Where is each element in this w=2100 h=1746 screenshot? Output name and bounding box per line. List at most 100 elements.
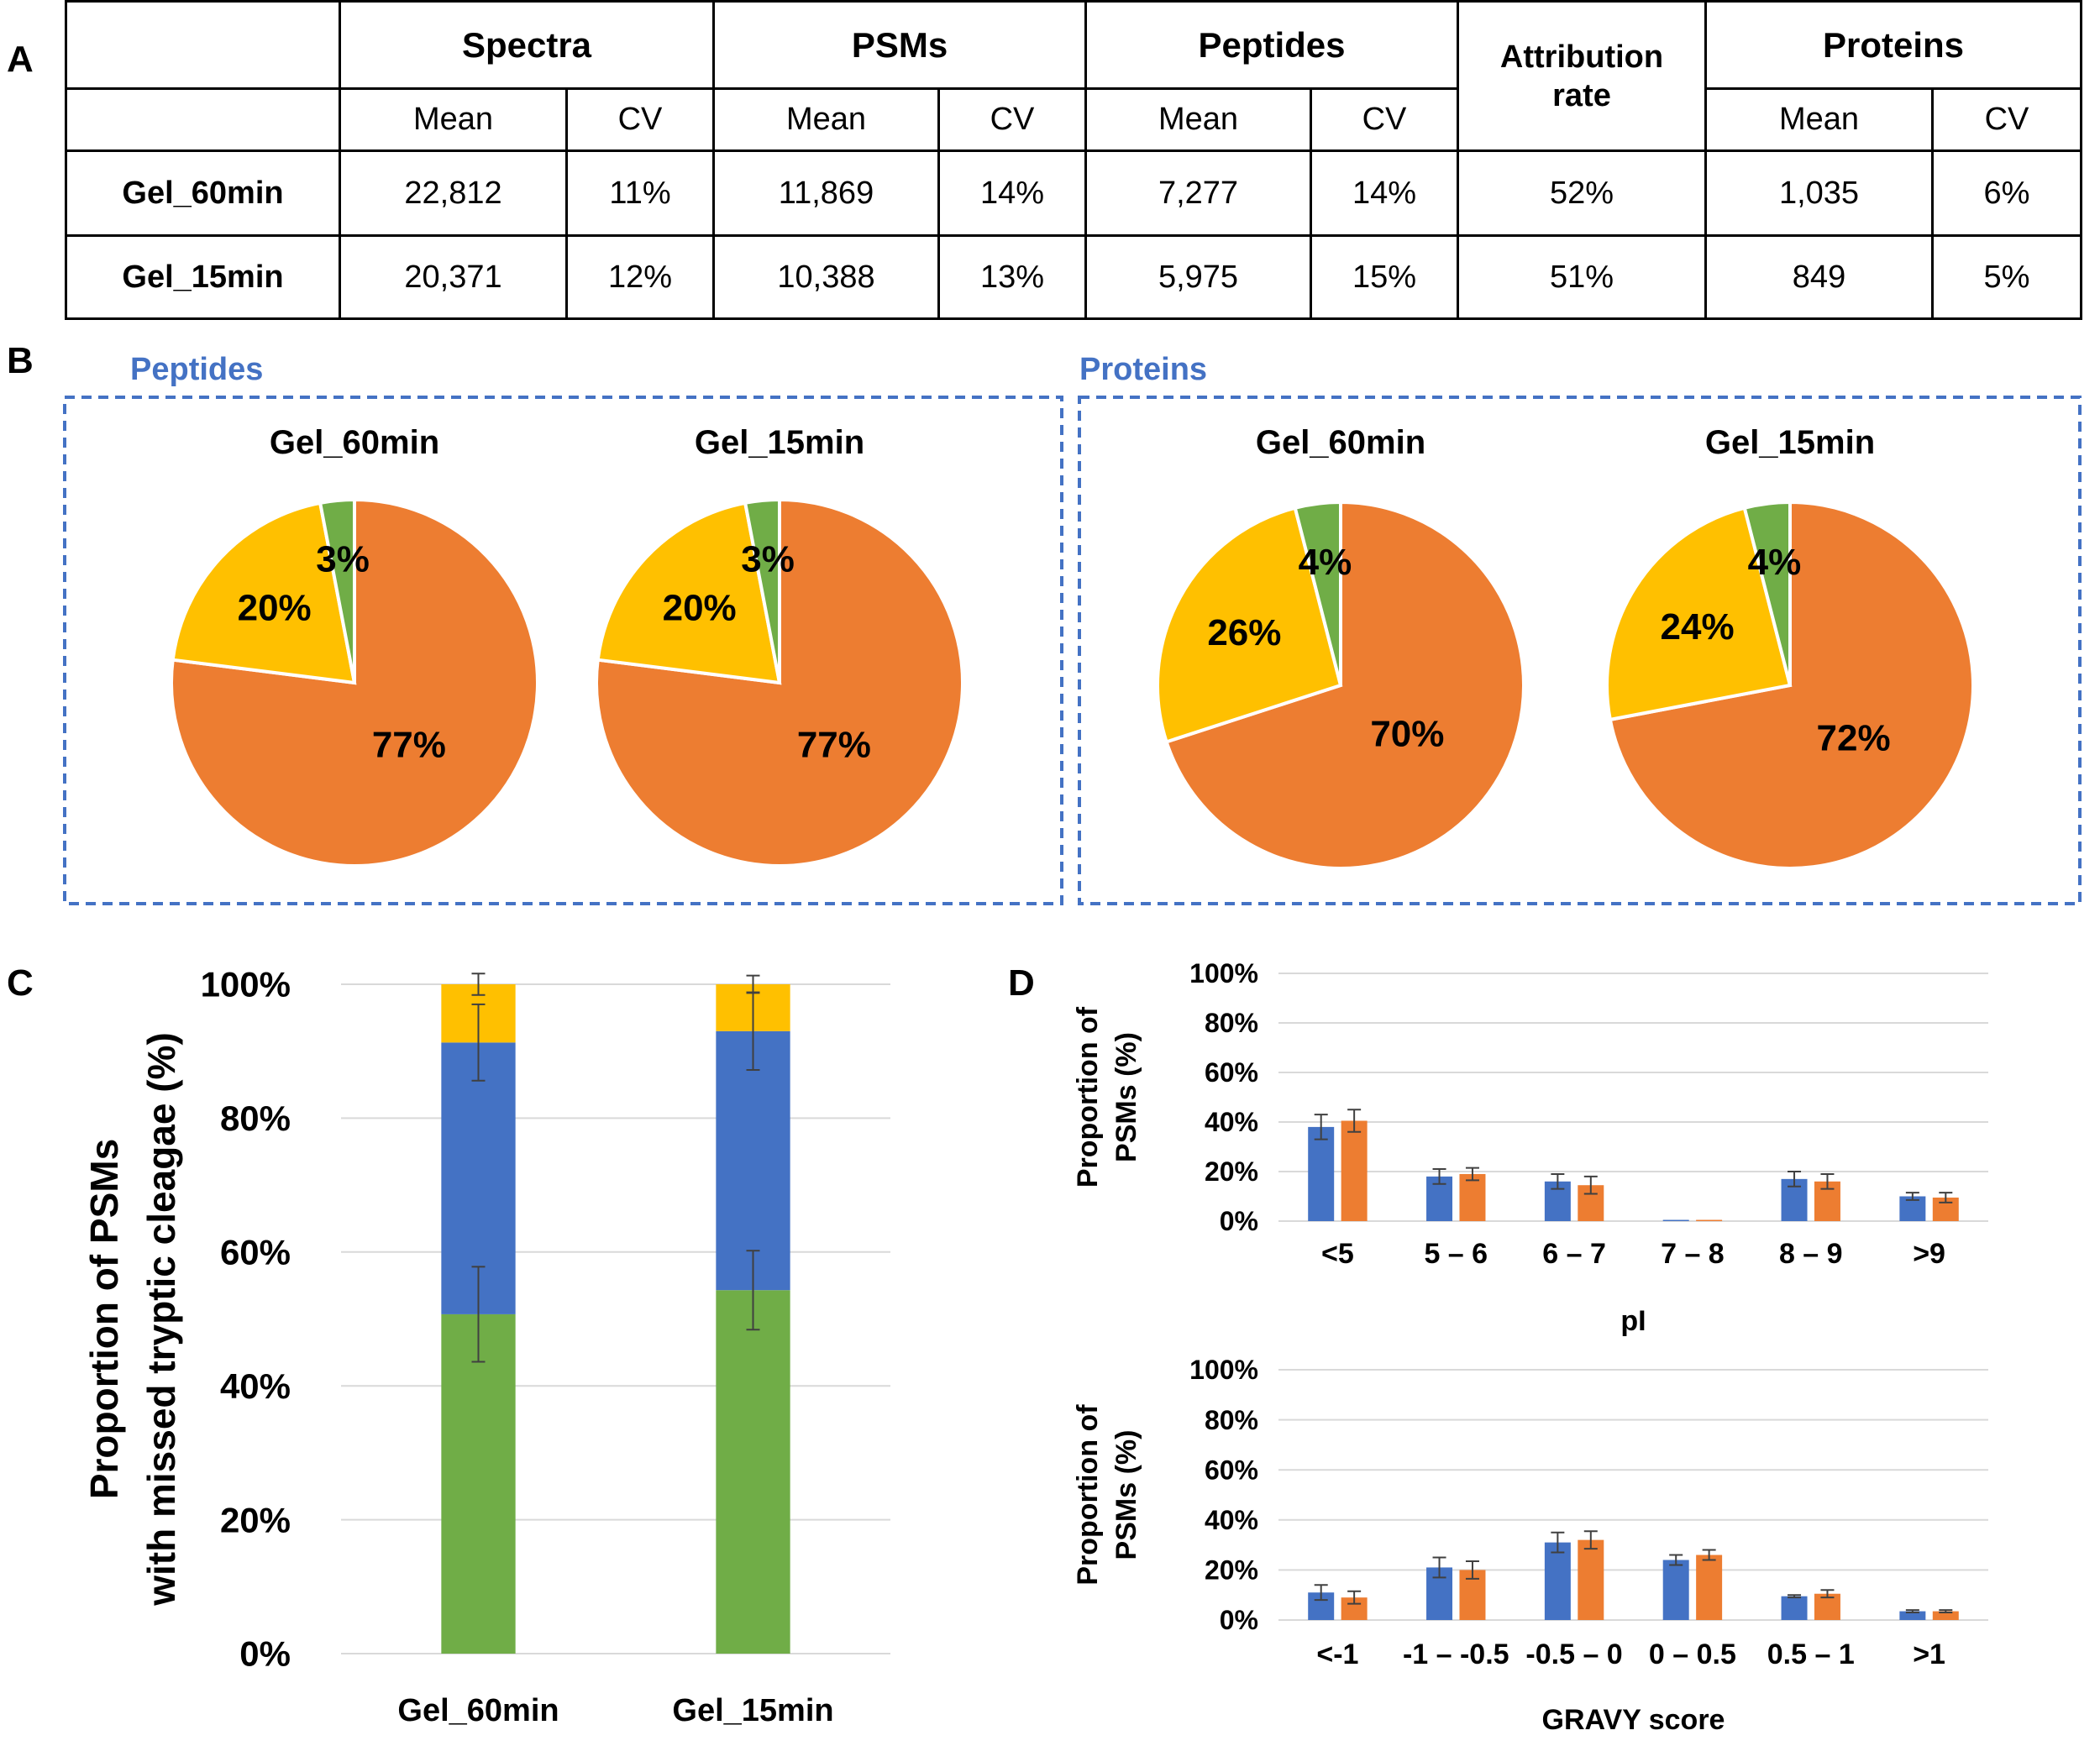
pie-title: Gel_60min <box>270 424 439 461</box>
header-peptides: Peptides <box>1084 0 1459 90</box>
cell: 5% <box>1931 234 2082 320</box>
pie-data-label: 4% <box>1748 542 1802 583</box>
cell: 7,277 <box>1084 149 1312 237</box>
pie-title: Gel_60min <box>1256 424 1425 461</box>
cell: 14% <box>1310 149 1459 237</box>
panel-label-c: C <box>7 962 34 1004</box>
panel-label-a: A <box>7 39 34 80</box>
bar <box>1308 1126 1335 1221</box>
header-spectra: Spectra <box>339 0 715 90</box>
corner-cell <box>65 87 341 152</box>
y-tick-label: 100% <box>1189 1355 1258 1385</box>
cell: 14% <box>937 149 1087 237</box>
peptides-group-title: Peptides <box>130 352 263 387</box>
y-tick-label: 20% <box>1205 1555 1258 1586</box>
header-psms: PSMs <box>712 0 1087 90</box>
pie-data-label: 20% <box>663 587 737 628</box>
bar <box>1459 1173 1486 1221</box>
cell: 1,035 <box>1704 149 1934 237</box>
pie-data-label: 20% <box>238 587 312 628</box>
x-category-label: 8 – 9 <box>1779 1238 1843 1270</box>
proteins-box <box>1078 396 2082 905</box>
y-axis-label: Proportion of <box>1072 1404 1104 1586</box>
stacked-bar-segment <box>441 1313 516 1654</box>
x-category-label: -1 – -0.5 <box>1403 1639 1509 1670</box>
bar <box>1899 1611 1926 1620</box>
subheader: Mean <box>339 87 568 152</box>
y-tick-label: 40% <box>1205 1505 1258 1535</box>
y-axis-label: Proportion of PSMs <box>82 1139 126 1499</box>
y-tick-label: 0% <box>1220 1605 1258 1635</box>
y-tick-label: 60% <box>1205 1057 1258 1088</box>
pie-data-label: 26% <box>1207 612 1281 653</box>
bar <box>1696 1555 1723 1620</box>
subheader: Mean <box>1084 87 1312 152</box>
table-row: Gel_60min 22,812 11% 11,869 14% 7,277 14… <box>65 149 2082 237</box>
y-axis-label: with missed tryptic cleagae (%) <box>139 1032 183 1607</box>
summary-table: Spectra PSMs Peptides Attribution rate P… <box>65 0 2082 320</box>
y-tick-label: 80% <box>1205 1405 1258 1435</box>
table-row: Gel_15min 20,371 12% 10,388 13% 5,975 15… <box>65 234 2082 320</box>
x-category-label: 0 – 0.5 <box>1649 1639 1736 1670</box>
x-category-label: <5 <box>1321 1238 1354 1270</box>
pie-data-label: 72% <box>1817 718 1891 759</box>
x-category-label: >9 <box>1913 1238 1945 1270</box>
bar <box>1578 1539 1604 1620</box>
header-proteins: Proteins <box>1704 0 2082 90</box>
y-tick-label: 40% <box>1205 1107 1258 1137</box>
pie-slice <box>743 497 781 684</box>
subheader: Mean <box>1704 87 1934 152</box>
x-axis-label: pI <box>1620 1305 1646 1337</box>
subheader: CV <box>1931 87 2082 152</box>
bar <box>1932 1611 1959 1620</box>
bar <box>1662 1219 1689 1221</box>
subheader: CV <box>937 87 1087 152</box>
pie-slice <box>1164 500 1525 870</box>
y-tick-label: 100% <box>201 965 291 1004</box>
x-category-label: Gel_15min <box>672 1693 833 1728</box>
pie-title: Gel_15min <box>1705 424 1875 461</box>
row-header: Gel_15min <box>65 234 341 320</box>
cell: 6% <box>1931 149 2082 237</box>
header-attribution-rate: Attribution rate <box>1457 0 1707 152</box>
pie-slice <box>1742 500 1792 686</box>
pie-slice <box>1156 506 1343 744</box>
bar <box>1696 1219 1723 1221</box>
cell: 5,975 <box>1084 234 1312 320</box>
cell: 11,869 <box>712 149 940 237</box>
x-category-label: 5 – 6 <box>1424 1238 1488 1270</box>
pie-data-label: 77% <box>372 725 446 766</box>
cell: 22,812 <box>339 149 568 237</box>
pie-slice <box>171 501 357 685</box>
y-tick-label: 80% <box>220 1098 291 1138</box>
cell: 11% <box>565 149 715 237</box>
y-tick-label: 20% <box>220 1500 291 1539</box>
y-tick-label: 0% <box>1220 1206 1258 1236</box>
row-header: Gel_60min <box>65 149 341 237</box>
bar <box>1341 1120 1368 1221</box>
x-category-label: 7 – 8 <box>1661 1238 1725 1270</box>
y-tick-label: 0% <box>239 1634 291 1674</box>
pie-data-label: 77% <box>797 725 871 766</box>
bar <box>1781 1596 1808 1620</box>
x-category-label: -0.5 – 0 <box>1525 1639 1622 1670</box>
pie-slice <box>1293 500 1342 686</box>
y-tick-label: 100% <box>1189 958 1258 988</box>
proteins-group-title: Proteins <box>1079 352 1207 387</box>
cell: 10,388 <box>712 234 940 320</box>
cell: 20,371 <box>339 234 568 320</box>
y-axis-label: PSMs (%) <box>1110 1430 1142 1560</box>
bar <box>1662 1560 1689 1620</box>
x-category-label: >1 <box>1913 1639 1945 1670</box>
y-tick-label: 60% <box>1205 1455 1258 1485</box>
subheader: Mean <box>712 87 940 152</box>
y-axis-label: Proportion of <box>1072 1006 1104 1188</box>
subheader: CV <box>1310 87 1459 152</box>
pie-data-label: 3% <box>316 538 370 579</box>
x-category-label: Gel_60min <box>397 1693 559 1728</box>
x-category-label: <-1 <box>1316 1639 1358 1670</box>
cell: 52% <box>1457 149 1707 237</box>
cell: 12% <box>565 234 715 320</box>
panel-label-b: B <box>7 340 34 381</box>
